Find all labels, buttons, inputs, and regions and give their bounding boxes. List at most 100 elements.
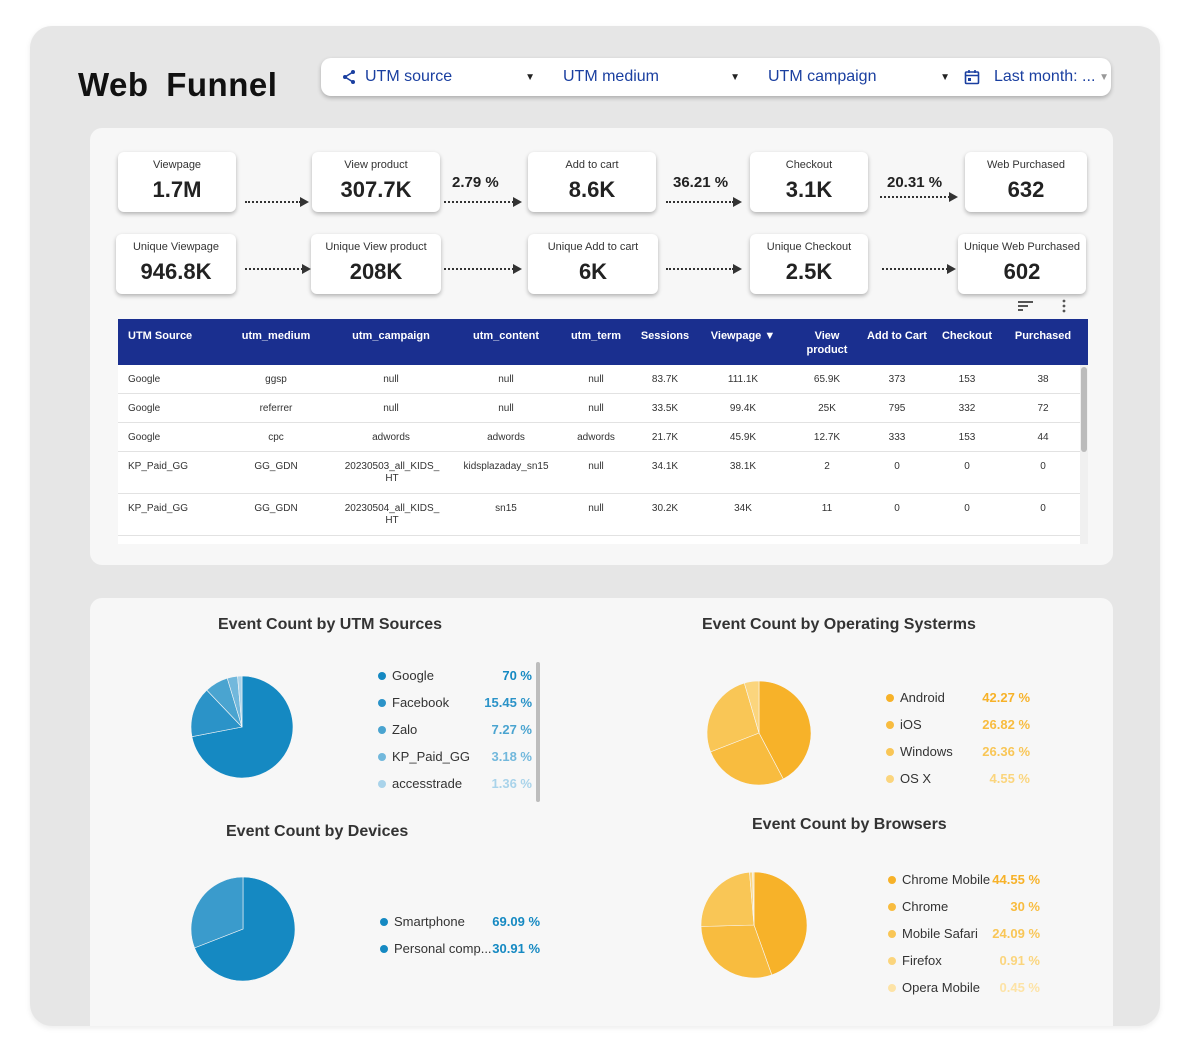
operating-systems-pie[interactable] xyxy=(706,680,812,786)
legend-item[interactable]: OS X 4.55 % xyxy=(886,771,1030,798)
browsers-pie[interactable] xyxy=(700,871,808,979)
table-scrollbar[interactable] xyxy=(1080,365,1088,544)
more-options-icon[interactable] xyxy=(1061,299,1067,313)
legend-value: 26.82 % xyxy=(982,717,1030,732)
legend-label: Personal comp... xyxy=(394,941,492,956)
date-range-label: Last month: ... xyxy=(994,68,1096,85)
legend-item[interactable]: Mobile Safari 24.09 % xyxy=(888,926,1040,953)
legend-item[interactable]: Firefox 0.91 % xyxy=(888,953,1040,980)
pie-slice-facebook[interactable] xyxy=(190,689,243,737)
operating-systems-legend: Android 42.27 % iOS 26.82 % Windows 26.36 %… xyxy=(886,690,1030,798)
legend-label: Windows xyxy=(900,744,953,759)
kpi-web-purchased: Web Purchased 632 xyxy=(965,152,1087,212)
table-row[interactable]: Google ggsp null null null 83.7K 111.1K … xyxy=(118,365,1080,394)
legend-scrollbar[interactable] xyxy=(536,662,540,802)
col-purchased[interactable]: Purchased xyxy=(1014,330,1072,342)
legend-item[interactable]: Personal comp... 30.91 % xyxy=(380,941,540,968)
pie-slice-personal-comp[interactable] xyxy=(190,876,244,949)
date-range-filter[interactable]: Last month: ... ▼ xyxy=(958,58,1111,96)
col-sessions[interactable]: Sessions xyxy=(640,330,690,342)
kpi-unique-viewpage: Unique Viewpage 946.8K xyxy=(116,234,236,294)
utm-medium-filter[interactable]: UTM medium ▼ xyxy=(543,58,748,96)
pie-slice-chrome-mobile[interactable] xyxy=(753,871,808,976)
pie-slice-android[interactable] xyxy=(758,680,812,780)
legend-value: 1.36 % xyxy=(491,776,532,791)
table-header: UTM Source utm_medium utm_campaign utm_c… xyxy=(118,319,1088,365)
legend-dot xyxy=(886,694,894,702)
legend-item[interactable]: accesstrade 1.36 % xyxy=(378,776,532,803)
dropdown-arrow-icon: ▼ xyxy=(940,71,950,83)
utm-source-filter[interactable]: UTM source ▼ xyxy=(321,58,543,96)
pie-slice-os-x[interactable] xyxy=(743,680,760,734)
utm-source-label: UTM source xyxy=(365,68,453,85)
pie-slice-mobile-safari[interactable] xyxy=(700,871,755,927)
devices-pie[interactable] xyxy=(190,876,296,982)
legend-label: Smartphone xyxy=(394,914,465,929)
utm-sources-legend: Google 70 % Facebook 15.45 % Zalo 7.27 % KP… xyxy=(378,668,532,803)
legend-dot xyxy=(380,945,388,953)
col-utm-medium[interactable]: utm_medium xyxy=(241,330,311,342)
utm-campaign-filter[interactable]: UTM campaign ▼ xyxy=(748,58,958,96)
col-utm-campaign[interactable]: utm_campaign xyxy=(352,330,430,342)
col-add-to-cart[interactable]: Add to Cart xyxy=(867,330,927,342)
col-utm-source[interactable]: UTM Source xyxy=(128,330,193,342)
legend-item[interactable]: Smartphone 69.09 % xyxy=(380,914,540,941)
pie-slice-opera-mobile[interactable] xyxy=(752,871,755,926)
pie-slice-smartphone[interactable] xyxy=(194,876,296,982)
col-view-product[interactable]: View product xyxy=(806,330,848,356)
legend-item[interactable]: iOS 26.82 % xyxy=(886,717,1030,744)
legend-value: 69.09 % xyxy=(492,914,540,929)
col-viewpage[interactable]: Viewpage ▼ xyxy=(710,330,776,342)
scrollbar-thumb[interactable] xyxy=(1081,367,1087,452)
kpi-unique-web-purchased: Unique Web Purchased 602 xyxy=(958,234,1086,294)
legend-item[interactable]: KP_Paid_GG 3.18 % xyxy=(378,749,532,776)
legend-item[interactable]: Facebook 15.45 % xyxy=(378,695,532,722)
utm-sources-pie[interactable] xyxy=(190,675,294,779)
legend-item[interactable]: Android 42.27 % xyxy=(886,690,1030,717)
legend-dot xyxy=(888,876,896,884)
cell: sn15 xyxy=(495,503,517,514)
legend-item[interactable]: Opera Mobile 0.45 % xyxy=(888,980,1040,1007)
cell: cpc xyxy=(268,432,284,443)
cell: 0 xyxy=(1040,503,1046,514)
conversion-rate: 2.79 % xyxy=(452,174,499,191)
kpi-label: Add to cart xyxy=(565,159,619,171)
cell: 332 xyxy=(958,403,976,414)
funnel-arrow xyxy=(882,263,956,275)
col-checkout[interactable]: Checkout xyxy=(941,330,993,342)
col-utm-content[interactable]: utm_content xyxy=(473,330,539,342)
pie-slice-ios[interactable] xyxy=(710,732,784,786)
table-row[interactable]: KP_Paid_GG GG_GDN 20230503_all_KIDS_HT k… xyxy=(118,452,1080,494)
sort-icon[interactable] xyxy=(1018,299,1034,313)
legend-label: KP_Paid_GG xyxy=(392,749,471,764)
cell: null xyxy=(498,403,514,414)
pie-slice-accesstrade[interactable] xyxy=(237,675,243,728)
table-row[interactable]: KP_Paid_GG GG_GDN 20230504_all_KIDS_HT s… xyxy=(118,494,1080,536)
cell: 44 xyxy=(1037,432,1049,443)
legend-dot xyxy=(378,726,386,734)
pie-slice-windows[interactable] xyxy=(706,682,760,753)
legend-label: Zalo xyxy=(392,722,418,737)
pie-slice-chrome[interactable] xyxy=(700,924,773,979)
legend-item[interactable]: Zalo 7.27 % xyxy=(378,722,532,749)
table-row[interactable]: Google cpc adwords adwords adwords 21.7K… xyxy=(118,423,1080,452)
pie-slice-google[interactable] xyxy=(191,675,294,779)
legend-item[interactable]: Google 70 % xyxy=(378,668,532,695)
legend-dot xyxy=(888,930,896,938)
legend-label: Google xyxy=(392,668,434,683)
table-row[interactable]: Google referrer null null null 33.5K 99.… xyxy=(118,394,1080,423)
devices-legend: Smartphone 69.09 % Personal comp... 30.91 … xyxy=(380,914,540,968)
legend-value: 3.18 % xyxy=(491,749,532,764)
kpi-unique-add-to-cart: Unique Add to cart 6K xyxy=(528,234,658,294)
legend-item[interactable]: Chrome Mobile 44.55 % xyxy=(888,872,1040,899)
cell: 2 xyxy=(824,461,830,472)
legend-value: 26.36 % xyxy=(982,744,1030,759)
funnel-arrow xyxy=(245,196,309,208)
cell: null xyxy=(588,374,604,385)
legend-item[interactable]: Chrome 30 % xyxy=(888,899,1040,926)
table-body: Google ggsp null null null 83.7K 111.1K … xyxy=(118,365,1080,536)
cell: 111.1K xyxy=(727,374,759,385)
kpi-label: Viewpage xyxy=(152,159,202,171)
col-utm-term[interactable]: utm_term xyxy=(570,330,622,342)
legend-item[interactable]: Windows 26.36 % xyxy=(886,744,1030,771)
